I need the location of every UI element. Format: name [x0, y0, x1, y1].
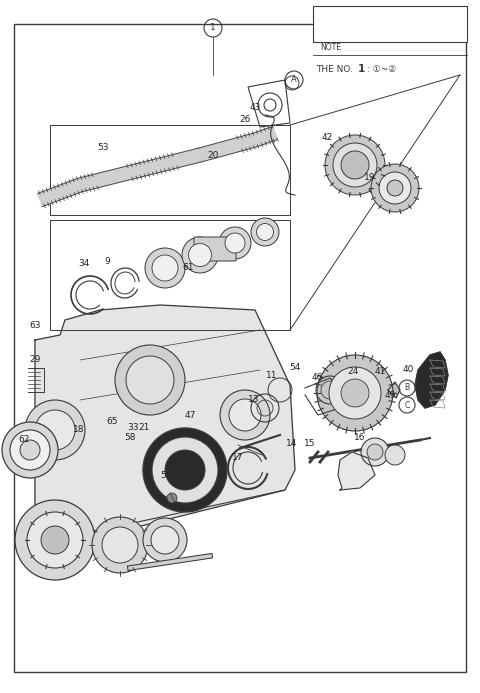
Text: 11: 11	[266, 371, 278, 380]
Circle shape	[333, 143, 377, 187]
Circle shape	[145, 248, 185, 288]
Text: 29: 29	[29, 356, 41, 365]
Circle shape	[220, 390, 270, 440]
Circle shape	[92, 517, 148, 573]
Circle shape	[329, 367, 381, 419]
Circle shape	[371, 164, 419, 212]
Circle shape	[143, 428, 227, 512]
Text: C: C	[404, 401, 409, 410]
Circle shape	[152, 255, 178, 281]
Text: THE NO.: THE NO.	[316, 64, 356, 73]
Text: 9: 9	[104, 258, 110, 267]
Text: 53: 53	[97, 143, 109, 152]
Polygon shape	[338, 452, 375, 490]
Text: : ①~②: : ①~②	[364, 64, 396, 73]
Circle shape	[225, 233, 245, 253]
Circle shape	[182, 237, 218, 273]
Bar	[313, 6, 467, 42]
Text: 15: 15	[304, 439, 316, 448]
Circle shape	[165, 450, 205, 490]
FancyBboxPatch shape	[194, 237, 236, 261]
Circle shape	[325, 135, 385, 195]
Text: 42: 42	[322, 134, 333, 143]
Circle shape	[341, 379, 369, 407]
Polygon shape	[415, 352, 448, 408]
Polygon shape	[37, 178, 83, 207]
Text: 14: 14	[286, 439, 298, 448]
Polygon shape	[198, 133, 257, 161]
Circle shape	[361, 438, 389, 466]
Polygon shape	[138, 148, 202, 177]
Circle shape	[20, 440, 40, 460]
Text: 17: 17	[232, 453, 244, 462]
Text: 47: 47	[184, 410, 196, 419]
Circle shape	[126, 356, 174, 404]
Circle shape	[229, 399, 261, 431]
Text: 26: 26	[240, 116, 251, 125]
Circle shape	[2, 422, 58, 478]
Text: 1: 1	[358, 64, 365, 74]
Text: 33: 33	[127, 423, 139, 432]
Circle shape	[35, 410, 75, 450]
Text: A: A	[291, 76, 297, 85]
Text: 46: 46	[312, 374, 323, 383]
Circle shape	[219, 227, 251, 259]
Circle shape	[387, 180, 403, 196]
Circle shape	[256, 224, 274, 240]
Circle shape	[152, 437, 218, 503]
Circle shape	[341, 151, 369, 179]
Text: 65: 65	[106, 417, 118, 426]
Text: 49: 49	[384, 390, 396, 399]
Text: 34: 34	[78, 259, 90, 268]
Polygon shape	[252, 126, 277, 147]
Circle shape	[115, 345, 185, 415]
Circle shape	[25, 400, 85, 460]
Text: 41: 41	[374, 367, 386, 376]
Polygon shape	[388, 382, 400, 398]
Circle shape	[379, 172, 411, 204]
Circle shape	[27, 512, 83, 568]
Circle shape	[41, 526, 69, 554]
Circle shape	[10, 430, 50, 470]
Text: 21: 21	[138, 423, 150, 432]
Circle shape	[143, 518, 187, 562]
Circle shape	[385, 445, 405, 465]
Circle shape	[151, 526, 179, 554]
Text: 19: 19	[364, 173, 376, 182]
Text: 43: 43	[249, 103, 261, 112]
Circle shape	[167, 493, 177, 503]
Text: 1: 1	[210, 24, 216, 33]
Circle shape	[15, 500, 95, 580]
Text: 16: 16	[354, 432, 366, 441]
Circle shape	[367, 444, 383, 460]
Text: 63: 63	[29, 320, 41, 329]
Text: 54: 54	[289, 364, 300, 373]
Text: B: B	[405, 383, 409, 392]
Circle shape	[317, 355, 393, 431]
Circle shape	[189, 243, 212, 267]
Text: 40: 40	[402, 365, 414, 374]
Text: 24: 24	[348, 367, 359, 376]
Circle shape	[102, 527, 138, 563]
Polygon shape	[35, 305, 295, 545]
Text: 62: 62	[18, 435, 30, 444]
Text: 5: 5	[160, 471, 166, 480]
Polygon shape	[78, 164, 142, 192]
Text: 58: 58	[124, 432, 136, 441]
Text: 18: 18	[73, 426, 85, 435]
Text: 13: 13	[248, 396, 260, 405]
Text: 20: 20	[207, 150, 219, 159]
Text: 61: 61	[182, 263, 194, 272]
Text: NOTE: NOTE	[320, 44, 341, 53]
Circle shape	[251, 218, 279, 246]
